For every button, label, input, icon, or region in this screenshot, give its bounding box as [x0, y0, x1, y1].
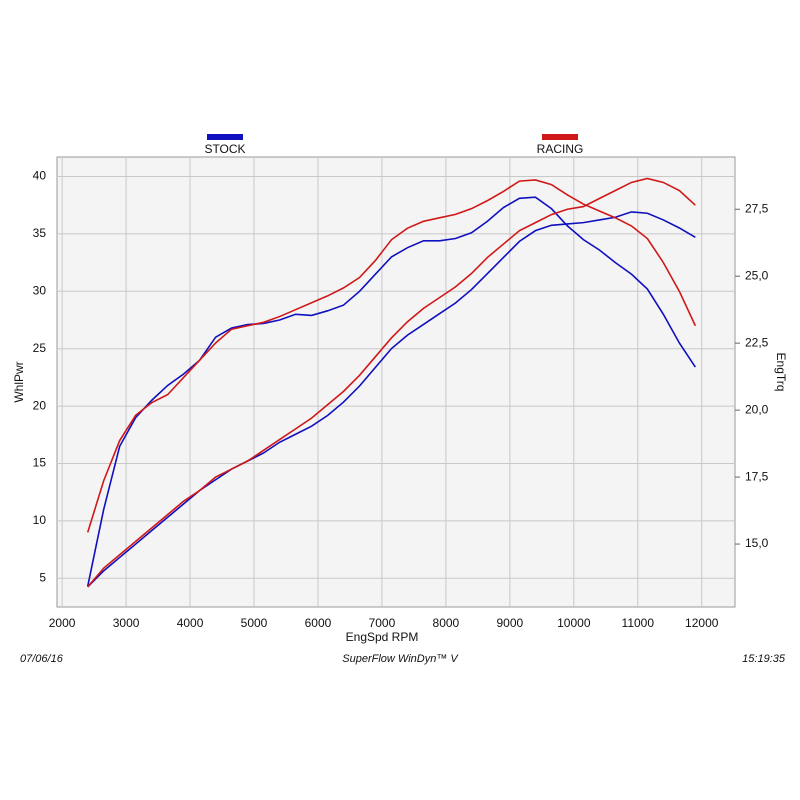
x-tick-label: 2000: [49, 616, 76, 630]
y-tick-label: 15: [33, 456, 47, 470]
y-tick-label: 30: [33, 283, 47, 297]
y2-tick-label: 20,0: [745, 402, 769, 416]
y-tick-label: 10: [33, 513, 47, 527]
legend-swatch: [542, 134, 578, 140]
footer-software: SuperFlow WinDyn™ V: [342, 653, 459, 665]
y2-tick-label: 27,5: [745, 201, 769, 215]
footer-time: 15:19:35: [742, 653, 786, 665]
y-tick-label: 5: [39, 570, 46, 584]
y2-tick-label: 25,0: [745, 268, 769, 282]
x-tick-label: 11000: [622, 616, 655, 630]
y2-tick-label: 17,5: [745, 469, 769, 483]
plot-area: [56, 156, 736, 608]
x-tick-label: 9000: [497, 616, 524, 630]
legend-swatch: [207, 134, 243, 140]
y-tick-label: 35: [33, 226, 47, 240]
y2-tick-label: 15,0: [745, 536, 769, 550]
power-line: [86, 196, 697, 587]
x-tick-label: 3000: [113, 616, 140, 630]
x-tick-label: 8000: [433, 616, 460, 630]
y-tick-label: 20: [33, 398, 47, 412]
y-axis-label: WhlPwr: [12, 361, 26, 402]
footer-date: 07/06/16: [20, 653, 64, 665]
x-tick-label: 4000: [177, 616, 204, 630]
x-tick-label: 10000: [557, 616, 591, 630]
y2-tick-label: 22,5: [745, 335, 769, 349]
x-axis-label: EngSpd RPM: [346, 630, 419, 644]
y-tick-label: 25: [33, 341, 47, 355]
legend-label: RACING: [537, 142, 584, 156]
torque-line: [87, 177, 696, 588]
legend-label: STOCK: [204, 142, 245, 156]
y-tick-label: 40: [33, 169, 47, 183]
power-line: [86, 179, 697, 533]
x-tick-label: 5000: [241, 616, 268, 630]
x-tick-label: 7000: [369, 616, 396, 630]
torque-line: [87, 211, 696, 588]
y2-axis-label: EngTrq: [774, 353, 788, 392]
x-tick-label: 6000: [305, 616, 332, 630]
x-tick-label: 12000: [685, 616, 719, 630]
